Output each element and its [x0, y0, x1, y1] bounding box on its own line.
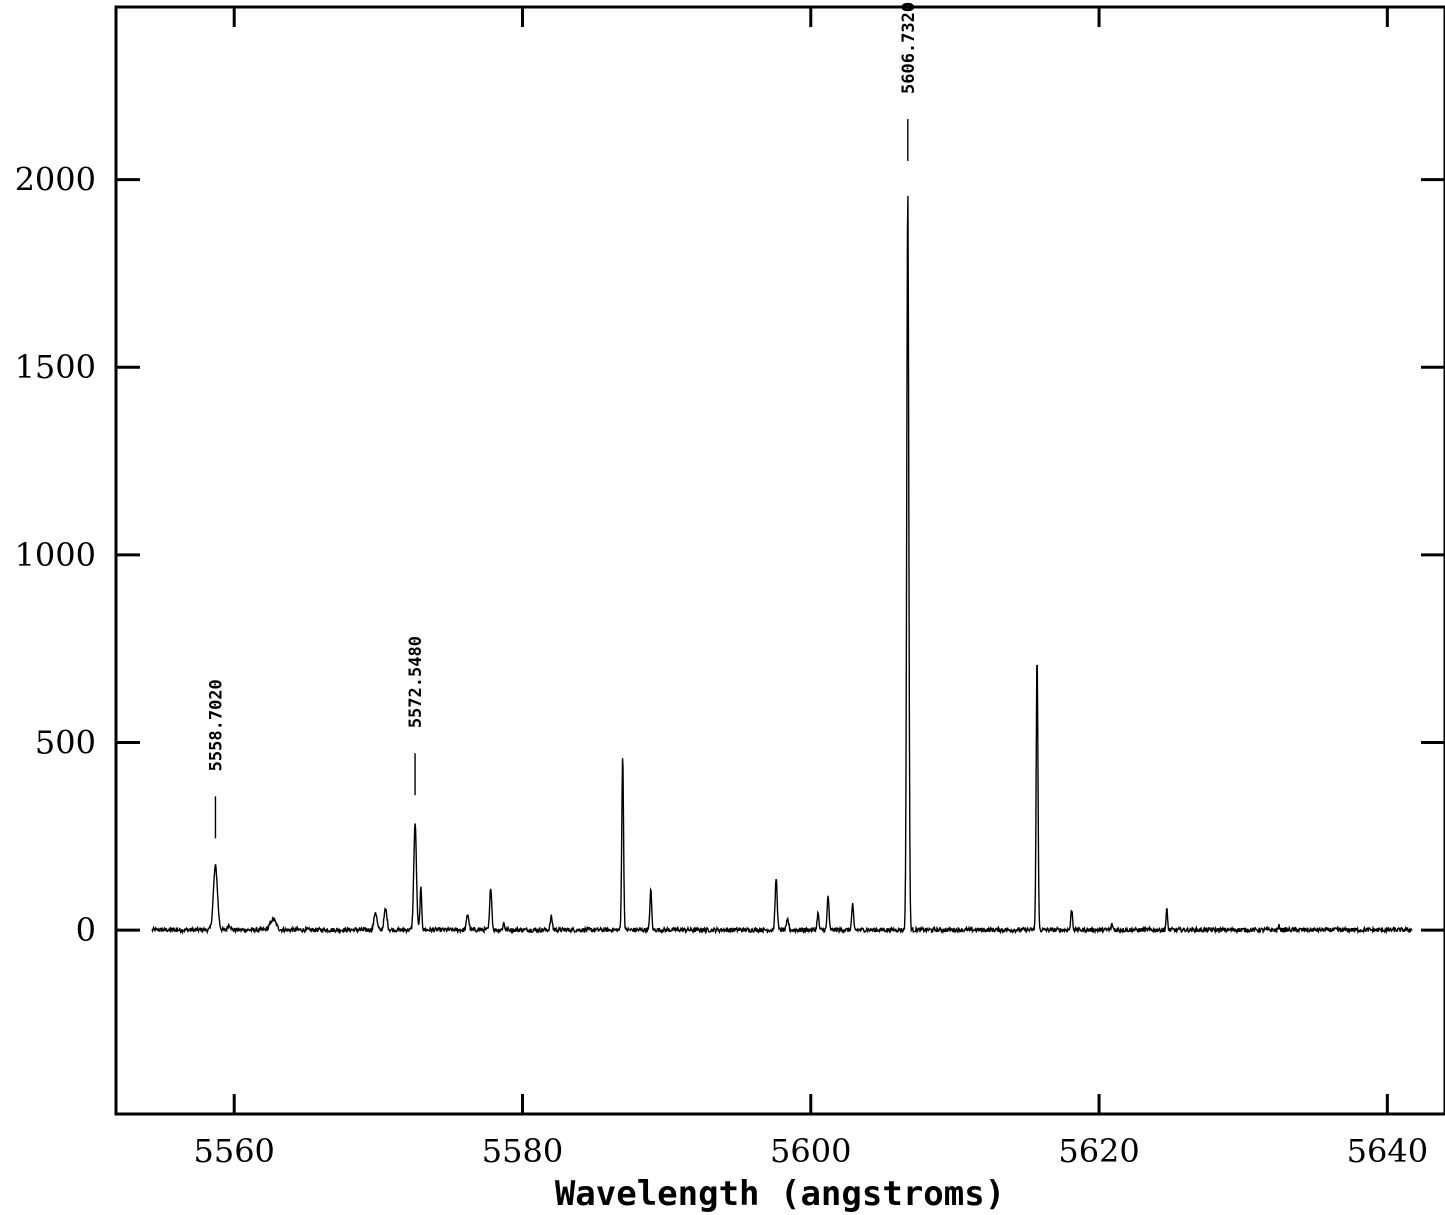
- y-tick-label: 2000: [15, 161, 96, 199]
- x-axis-ticks: 5560 5580 5600 5620 5640: [193, 7, 1428, 1170]
- x-tick-label: 5580: [482, 1132, 563, 1170]
- line-annotations: 5558.7020 5572.5480 5606.7320: [206, 2, 919, 839]
- y-axis-ticks: 0 500 1000 1500 2000: [15, 161, 1445, 949]
- x-tick-label: 5640: [1347, 1132, 1428, 1170]
- x-tick-label: 5620: [1058, 1132, 1139, 1170]
- x-tick-label: 5600: [770, 1132, 851, 1170]
- y-tick-label: 500: [35, 723, 96, 761]
- annotation-label: 5572.5480: [406, 636, 426, 728]
- spectrum-line: [151, 195, 1413, 935]
- y-tick-label: 1000: [15, 536, 96, 574]
- annotation-label: 5606.7320: [899, 2, 919, 94]
- y-tick-label: 0: [76, 911, 96, 949]
- x-axis-label: Wavelength (angstroms): [555, 1174, 1005, 1214]
- plot-frame: [114, 5, 1445, 1116]
- annotation-label: 5558.7020: [206, 679, 226, 771]
- x-tick-label: 5560: [193, 1132, 274, 1170]
- y-tick-label: 1500: [15, 348, 96, 386]
